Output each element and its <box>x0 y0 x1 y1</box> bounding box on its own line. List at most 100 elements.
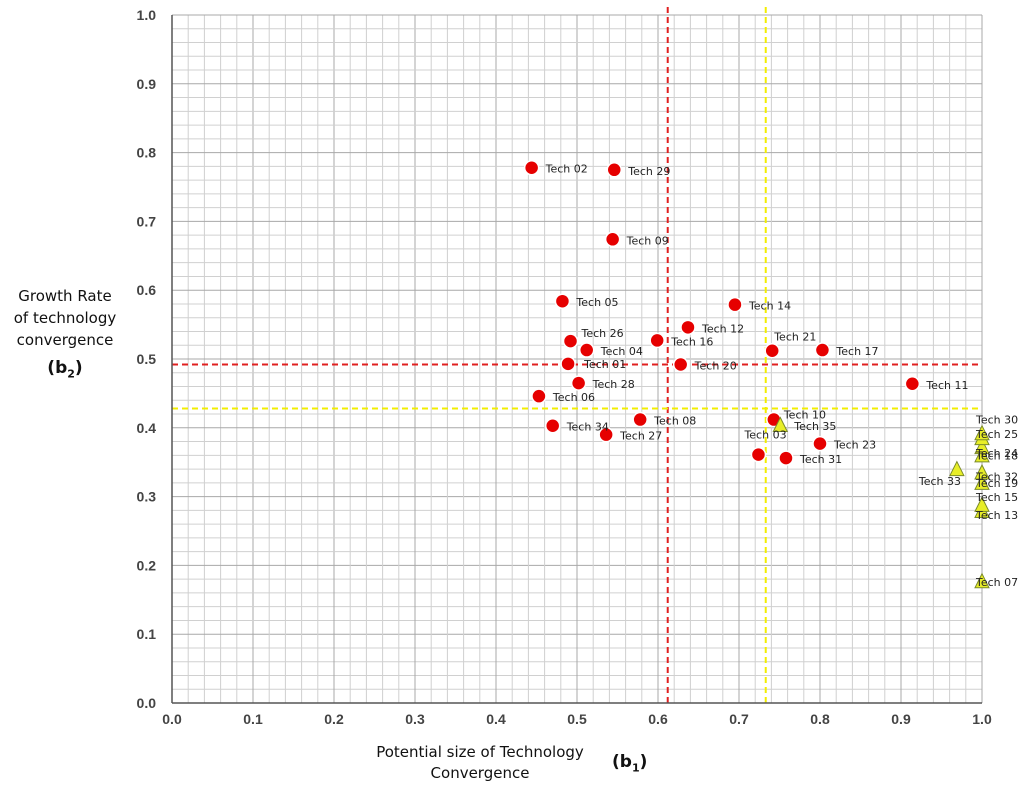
data-point-triangle <box>974 496 990 512</box>
data-point-label: Tech 19 <box>975 477 1018 490</box>
data-point-label: Tech 04 <box>600 345 643 358</box>
data-point-label: Tech 32 <box>975 471 1018 484</box>
x-tick-label: 0.2 <box>324 711 344 727</box>
x-tick-label: 0.8 <box>810 711 830 727</box>
data-point-circle <box>778 450 794 466</box>
data-point-label: Tech 17 <box>835 345 878 358</box>
data-point-circle <box>562 333 579 349</box>
data-points <box>523 159 990 589</box>
data-point-triangle <box>974 424 990 441</box>
data-point-label: Tech 06 <box>552 391 595 404</box>
data-point-triangle <box>974 572 990 589</box>
data-point-triangle <box>974 474 990 490</box>
data-point-circle <box>560 356 576 372</box>
data-point-circle <box>544 417 561 434</box>
data-point-label: Tech 18 <box>975 449 1018 462</box>
y-tick-label: 0.9 <box>137 76 157 92</box>
x-tick-label: 0.6 <box>648 711 668 727</box>
data-point-circle <box>727 296 743 313</box>
y-tick-label: 0.5 <box>137 351 157 367</box>
x-tick-label: 0.3 <box>405 711 425 727</box>
data-point-label: Tech 20 <box>694 360 737 373</box>
data-point-triangle <box>974 438 990 455</box>
data-point-label: Tech 24 <box>975 447 1018 460</box>
y-tick-label: 0.4 <box>137 420 157 436</box>
point-labels: Tech 01 Tech 02 Tech 03 Tech 04 Tech 05 Tech … <box>545 163 1019 589</box>
y-axis-label: Growth Rate of technology convergence (b… <box>0 285 130 385</box>
data-point-circle <box>812 435 828 452</box>
data-point-label: Tech 31 <box>799 453 842 466</box>
grid-layer <box>171 14 983 704</box>
y-axis-symbol: (b2) <box>47 358 83 381</box>
tick-labels: 0.0 0.1 0.2 0.3 0.4 0.5 0.6 0.7 0.8 0.9 1.0 0.0 0.1 0… <box>137 7 992 727</box>
data-point-label: Tech 25 <box>975 428 1018 441</box>
x-tick-label: 0.5 <box>567 711 587 727</box>
data-point-label: Tech 02 <box>545 163 588 176</box>
data-point-triangle <box>974 463 990 480</box>
data-point-circle <box>649 332 665 349</box>
data-point-circle <box>604 231 621 248</box>
data-point-triangle <box>949 460 965 477</box>
data-point-circle <box>523 159 540 176</box>
x-tick-label: 0.4 <box>486 711 506 727</box>
data-point-label: Tech 35 <box>793 420 836 433</box>
data-point-label: Tech 30 <box>975 413 1018 426</box>
data-point-label: Tech 10 <box>783 409 826 422</box>
data-point-circle <box>578 342 595 358</box>
x-tick-label: 1.0 <box>972 711 992 727</box>
data-point-label: Tech 14 <box>748 300 791 313</box>
data-point-label: Tech 27 <box>619 430 662 443</box>
data-point-label: Tech 07 <box>975 576 1018 589</box>
x-tick-label: 0.0 <box>162 711 182 727</box>
y-tick-label: 0.7 <box>137 213 157 229</box>
data-point-label: Tech 29 <box>627 165 670 178</box>
data-point-label: Tech 13 <box>975 509 1018 522</box>
data-point-label: Tech 23 <box>833 439 876 452</box>
y-tick-label: 0.3 <box>137 489 157 505</box>
data-point-circle <box>632 411 648 428</box>
y-tick-label: 1.0 <box>137 7 157 23</box>
data-point-circle <box>904 376 921 392</box>
data-point-label: Tech 05 <box>575 296 618 309</box>
data-point-circle <box>606 162 623 178</box>
data-point-label: Tech 09 <box>626 234 669 247</box>
data-point-triangle <box>974 446 990 463</box>
data-point-circle <box>750 446 767 463</box>
data-point-circle <box>598 426 614 443</box>
x-tick-label: 0.9 <box>891 711 911 727</box>
data-point-circle <box>680 319 696 336</box>
data-point-label: Tech 16 <box>670 335 713 348</box>
data-point-label: Tech 28 <box>592 378 635 391</box>
data-point-label: Tech 26 <box>581 327 624 340</box>
x-tick-label: 0.1 <box>243 711 263 727</box>
data-point-label: Tech 12 <box>701 322 744 335</box>
data-point-label: Tech 08 <box>653 415 696 428</box>
data-point-circle <box>570 375 587 391</box>
y-tick-label: 0.1 <box>137 626 157 642</box>
data-point-label: Tech 11 <box>925 379 968 392</box>
data-point-circle <box>554 293 571 309</box>
x-axis-label: Potential size of Technology Convergence <box>376 743 584 782</box>
data-point-circle <box>531 388 547 404</box>
data-point-label: Tech 34 <box>566 421 609 434</box>
data-point-circle <box>814 342 831 358</box>
data-point-label: Tech 01 <box>583 358 626 371</box>
reference-lines <box>172 7 980 703</box>
axes <box>171 15 982 704</box>
data-point-label: Tech 21 <box>773 331 816 344</box>
y-axis-label-line-2: of technology <box>13 309 117 327</box>
y-tick-label: 0.6 <box>137 282 157 298</box>
data-point-triangle <box>772 416 789 433</box>
data-point-label: Tech 33 <box>918 475 961 488</box>
y-tick-label: 0.2 <box>137 557 157 573</box>
y-axis-label-line-3: convergence <box>16 331 114 349</box>
y-tick-label: 0.0 <box>137 695 157 711</box>
data-point-circle <box>672 356 689 373</box>
data-point-label: Tech 03 <box>743 429 786 442</box>
y-tick-label: 0.8 <box>137 145 157 161</box>
y-axis-label-line-1: Growth Rate <box>18 287 112 305</box>
data-point-circle <box>764 342 780 359</box>
x-tick-label: 0.7 <box>729 711 749 727</box>
data-point-label: Tech 15 <box>975 491 1018 504</box>
